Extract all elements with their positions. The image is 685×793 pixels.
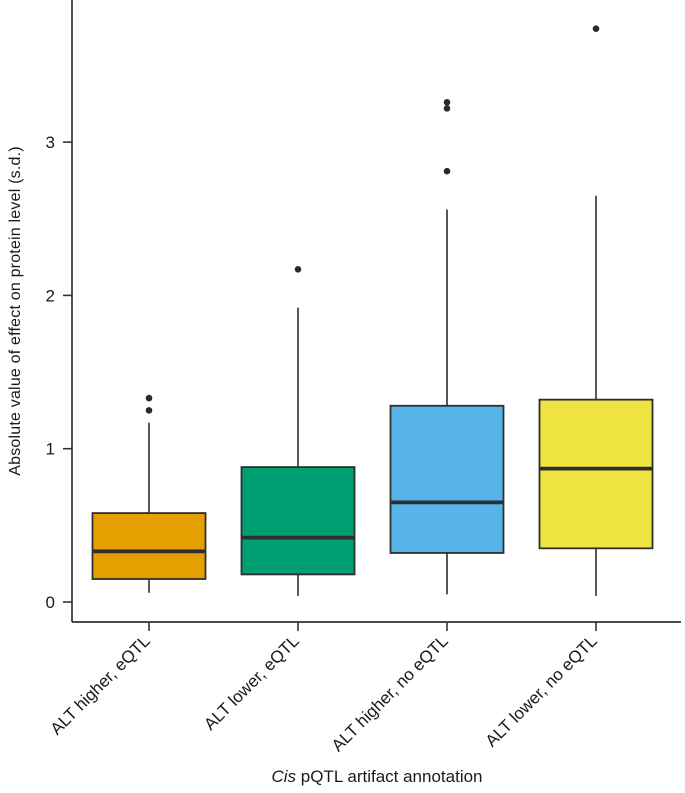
box-2: [389, 404, 505, 554]
x-axis-title: Cis pQTL artifact annotation: [72, 767, 682, 787]
y-tick-label-0: 0: [46, 593, 55, 612]
y-tick-label-3: 3: [46, 133, 55, 152]
x-tick-label-3: ALT lower, no eQTL: [482, 631, 601, 750]
box-1: [240, 466, 356, 576]
y-tick-label-1: 1: [46, 440, 55, 459]
outlier-point-3-0: [592, 25, 600, 32]
x-axis-title-rest: pQTL artifact annotation: [296, 767, 483, 786]
box-0: [91, 512, 207, 580]
outlier-point-0-1: [145, 394, 153, 402]
outlier-point-1-0: [294, 266, 302, 273]
outlier-point-2-2: [443, 98, 451, 106]
outlier-point-2-0: [443, 167, 451, 175]
x-tick-label-1: ALT lower, eQTL: [200, 631, 303, 734]
y-tick-label-2: 2: [46, 286, 55, 305]
outlier-point-2-1: [443, 105, 451, 112]
box-3: [538, 398, 654, 550]
x-tick-label-2: ALT higher, no eQTL: [328, 631, 452, 755]
x-axis-title-italic: Cis: [271, 767, 297, 786]
outlier-point-0-0: [145, 407, 153, 414]
x-tick-label-0: ALT higher, eQTL: [47, 631, 154, 738]
